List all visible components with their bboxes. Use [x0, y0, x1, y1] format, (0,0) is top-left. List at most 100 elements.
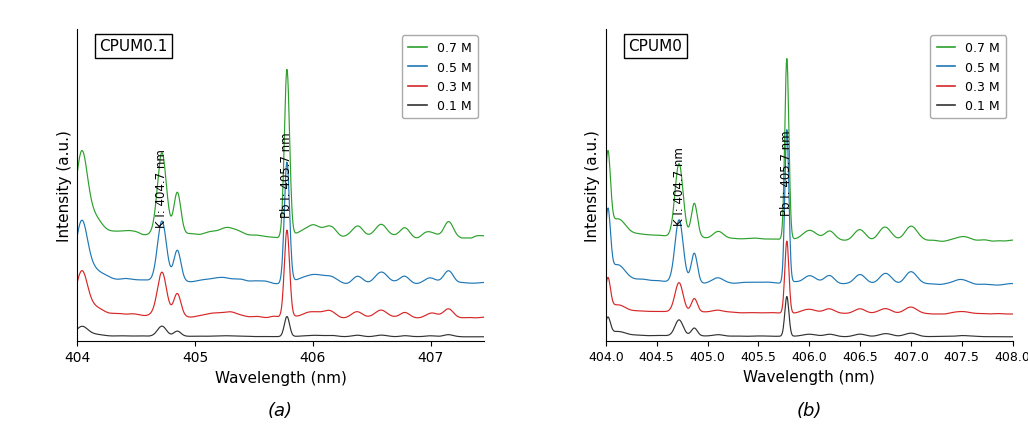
- Legend: 0.7 M, 0.5 M, 0.3 M, 0.1 M: 0.7 M, 0.5 M, 0.3 M, 0.1 M: [930, 36, 1006, 119]
- 0.5 M: [478, 280, 490, 285]
- Text: K I: 404.7 nm: K I: 404.7 nm: [155, 148, 169, 227]
- 0.1 M: [907, 331, 919, 336]
- 0.7 M: [421, 230, 434, 235]
- 0.1 M: [71, 327, 83, 332]
- 0.7 M: [889, 235, 902, 240]
- 0.1 M: [281, 314, 293, 320]
- 0.1 M: [889, 333, 902, 338]
- 0.3 M: [468, 316, 480, 321]
- Y-axis label: Intensity (a.u.): Intensity (a.u.): [57, 130, 72, 241]
- Text: (b): (b): [797, 400, 822, 418]
- 0.1 M: [457, 334, 470, 340]
- 0.7 M: [331, 229, 343, 234]
- 0.1 M: [307, 333, 320, 338]
- 0.3 M: [1006, 312, 1019, 317]
- 0.7 M: [644, 233, 656, 238]
- 0.3 M: [773, 311, 785, 316]
- 0.1 M: [773, 334, 785, 339]
- 0.3 M: [421, 312, 434, 317]
- Line: 0.3 M: 0.3 M: [605, 242, 1013, 314]
- 0.7 M: [935, 239, 948, 244]
- 0.1 M: [599, 320, 612, 325]
- 0.3 M: [331, 312, 343, 317]
- 0.1 M: [380, 333, 393, 338]
- 0.5 M: [951, 278, 963, 283]
- 0.5 M: [269, 281, 282, 286]
- 0.3 M: [644, 309, 656, 314]
- 0.5 M: [1006, 281, 1019, 286]
- 0.3 M: [907, 305, 919, 310]
- Y-axis label: Intensity (a.u.): Intensity (a.u.): [585, 130, 600, 241]
- 0.1 M: [705, 333, 718, 338]
- 0.1 M: [421, 334, 434, 339]
- Text: CPUM0: CPUM0: [628, 39, 683, 54]
- 0.5 M: [96, 271, 108, 276]
- 0.7 M: [1006, 238, 1019, 243]
- 0.7 M: [71, 172, 83, 177]
- Line: 0.1 M: 0.1 M: [77, 317, 484, 337]
- 0.3 M: [307, 309, 320, 314]
- 0.1 M: [951, 334, 963, 339]
- 0.3 M: [281, 228, 293, 233]
- 0.7 M: [96, 222, 108, 227]
- 0.1 M: [319, 333, 331, 338]
- 0.1 M: [331, 334, 343, 339]
- 0.5 M: [780, 128, 793, 133]
- 0.3 M: [319, 309, 331, 314]
- Line: 0.3 M: 0.3 M: [77, 230, 484, 318]
- 0.7 M: [952, 236, 964, 241]
- Text: (a): (a): [268, 400, 293, 418]
- 0.5 M: [331, 277, 343, 282]
- X-axis label: Wavelength (nm): Wavelength (nm): [215, 370, 346, 385]
- 0.7 M: [319, 225, 331, 230]
- 0.3 M: [889, 310, 902, 315]
- 0.3 M: [926, 312, 939, 317]
- Text: Pb I: 405.7 nm: Pb I: 405.7 nm: [281, 132, 293, 218]
- 0.1 M: [1006, 334, 1019, 340]
- 0.5 M: [907, 270, 919, 275]
- X-axis label: Wavelength (nm): Wavelength (nm): [743, 369, 875, 384]
- 0.3 M: [478, 315, 490, 320]
- 0.5 M: [281, 160, 293, 165]
- 0.7 M: [455, 236, 468, 241]
- 0.1 M: [478, 334, 490, 340]
- Text: Pb I: 405.7 nm: Pb I: 405.7 nm: [780, 130, 794, 216]
- 0.5 M: [644, 278, 656, 283]
- 0.7 M: [705, 233, 718, 239]
- 0.5 M: [308, 272, 321, 277]
- 0.5 M: [705, 278, 718, 283]
- 0.7 M: [307, 223, 320, 228]
- 0.7 M: [478, 233, 490, 239]
- Text: CPUM0.1: CPUM0.1: [100, 39, 168, 54]
- 0.5 M: [599, 225, 612, 230]
- 0.3 M: [380, 310, 393, 315]
- Line: 0.1 M: 0.1 M: [605, 297, 1013, 337]
- 0.7 M: [907, 225, 919, 230]
- 0.5 M: [991, 283, 1003, 288]
- 0.3 M: [780, 239, 793, 244]
- 0.5 M: [889, 279, 902, 285]
- Legend: 0.7 M, 0.5 M, 0.3 M, 0.1 M: 0.7 M, 0.5 M, 0.3 M, 0.1 M: [402, 36, 478, 119]
- 0.3 M: [599, 284, 612, 289]
- 0.7 M: [281, 68, 293, 73]
- 0.3 M: [952, 309, 964, 314]
- 0.7 M: [773, 237, 785, 242]
- 0.7 M: [780, 57, 793, 62]
- 0.1 M: [96, 333, 108, 338]
- 0.5 M: [423, 276, 435, 281]
- 0.3 M: [96, 307, 108, 312]
- 0.5 M: [319, 273, 331, 278]
- Line: 0.5 M: 0.5 M: [605, 130, 1013, 285]
- 0.1 M: [780, 294, 793, 299]
- 0.5 M: [773, 281, 785, 286]
- 0.1 M: [644, 333, 656, 338]
- 0.1 M: [997, 334, 1009, 340]
- 0.7 M: [599, 171, 612, 176]
- 0.5 M: [380, 273, 393, 278]
- 0.3 M: [71, 281, 83, 286]
- Line: 0.5 M: 0.5 M: [77, 163, 484, 284]
- Line: 0.7 M: 0.7 M: [77, 70, 484, 239]
- Line: 0.7 M: 0.7 M: [605, 60, 1013, 242]
- 0.5 M: [71, 234, 83, 239]
- 0.3 M: [705, 309, 718, 314]
